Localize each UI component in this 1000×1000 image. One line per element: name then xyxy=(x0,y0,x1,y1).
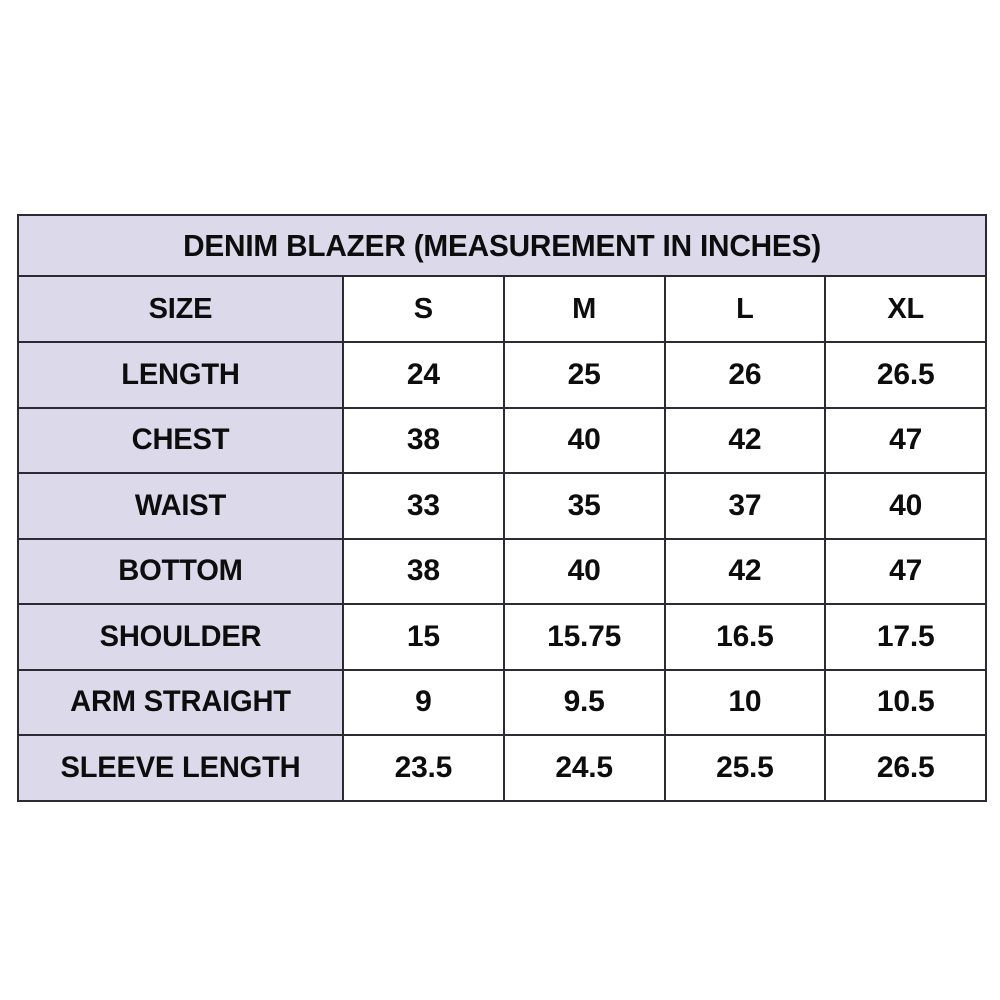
table-row: LENGTH 24 25 26 26.5 xyxy=(17,341,988,409)
cell-sleeve-length-s: 23.5 xyxy=(342,734,505,802)
size-chart-table: DENIM BLAZER (MEASUREMENT IN INCHES) SIZ… xyxy=(16,214,988,802)
cell-length-s: 24 xyxy=(342,341,505,409)
cell-shoulder-l: 16.5 xyxy=(663,603,827,671)
row-label-text: ARM STRAIGHT xyxy=(70,685,291,719)
column-header-size: SIZE xyxy=(17,275,344,343)
cell-chest-s: 38 xyxy=(342,406,505,474)
column-header-xl: XL xyxy=(824,275,988,343)
row-label-sleeve-length: SLEEVE LENGTH xyxy=(17,734,344,802)
cell-sleeve-length-m: 24.5 xyxy=(502,734,666,802)
column-header-m: M xyxy=(502,275,666,343)
row-label-text: SHOULDER xyxy=(99,619,262,653)
size-chart-container: DENIM BLAZER (MEASUREMENT IN INCHES) SIZ… xyxy=(16,214,988,802)
row-label-shoulder: SHOULDER xyxy=(17,603,344,671)
cell-waist-s: 33 xyxy=(342,472,505,540)
cell-arm-straight-m: 9.5 xyxy=(502,668,666,736)
cell-bottom-m: 40 xyxy=(502,537,666,605)
row-label-text: CHEST xyxy=(131,423,230,457)
cell-bottom-s: 38 xyxy=(342,537,505,605)
cell-shoulder-m: 15.75 xyxy=(502,603,666,671)
cell-waist-xl: 40 xyxy=(824,472,988,540)
row-label-length: LENGTH xyxy=(17,341,344,409)
cell-bottom-xl: 47 xyxy=(824,537,988,605)
table-row: BOTTOM 38 40 42 47 xyxy=(17,537,988,605)
row-label-text: BOTTOM xyxy=(118,554,243,588)
table-row: SLEEVE LENGTH 23.5 24.5 25.5 26.5 xyxy=(17,734,988,802)
cell-arm-straight-l: 10 xyxy=(663,668,827,736)
row-label-bottom: BOTTOM xyxy=(17,537,344,605)
cell-waist-l: 37 xyxy=(663,472,827,540)
cell-length-m: 25 xyxy=(502,341,666,409)
cell-arm-straight-xl: 10.5 xyxy=(824,668,988,736)
cell-sleeve-length-l: 25.5 xyxy=(663,734,827,802)
cell-sleeve-length-xl: 26.5 xyxy=(824,734,988,802)
cell-shoulder-xl: 17.5 xyxy=(824,603,988,671)
cell-arm-straight-s: 9 xyxy=(342,668,505,736)
row-label-text: LENGTH xyxy=(121,357,240,391)
cell-shoulder-s: 15 xyxy=(342,603,505,671)
table-row: WAIST 33 35 37 40 xyxy=(17,472,988,540)
column-header-s: S xyxy=(342,275,505,343)
row-label-text: SLEEVE LENGTH xyxy=(60,750,301,784)
cell-length-xl: 26.5 xyxy=(824,341,988,409)
row-label-waist: WAIST xyxy=(17,472,344,540)
page-title: DENIM BLAZER (MEASUREMENT IN INCHES) xyxy=(183,227,821,263)
chart-title-cell: DENIM BLAZER (MEASUREMENT IN INCHES) xyxy=(16,214,988,277)
row-label-chest: CHEST xyxy=(17,406,344,474)
table-row: ARM STRAIGHT 9 9.5 10 10.5 xyxy=(17,668,988,736)
column-header-l: L xyxy=(663,275,827,343)
cell-waist-m: 35 xyxy=(502,472,666,540)
cell-chest-xl: 47 xyxy=(824,406,988,474)
row-label-arm-straight: ARM STRAIGHT xyxy=(17,668,344,736)
table-title-row: DENIM BLAZER (MEASUREMENT IN INCHES) xyxy=(16,214,988,277)
table-row: SHOULDER 15 15.75 16.5 17.5 xyxy=(17,603,988,671)
cell-chest-l: 42 xyxy=(663,406,827,474)
table-header-row: SIZE S M L XL xyxy=(17,275,988,343)
row-label-text: WAIST xyxy=(134,488,227,522)
cell-length-l: 26 xyxy=(663,341,827,409)
cell-bottom-l: 42 xyxy=(663,537,827,605)
table-row: CHEST 38 40 42 47 xyxy=(17,406,988,474)
cell-chest-m: 40 xyxy=(502,406,666,474)
